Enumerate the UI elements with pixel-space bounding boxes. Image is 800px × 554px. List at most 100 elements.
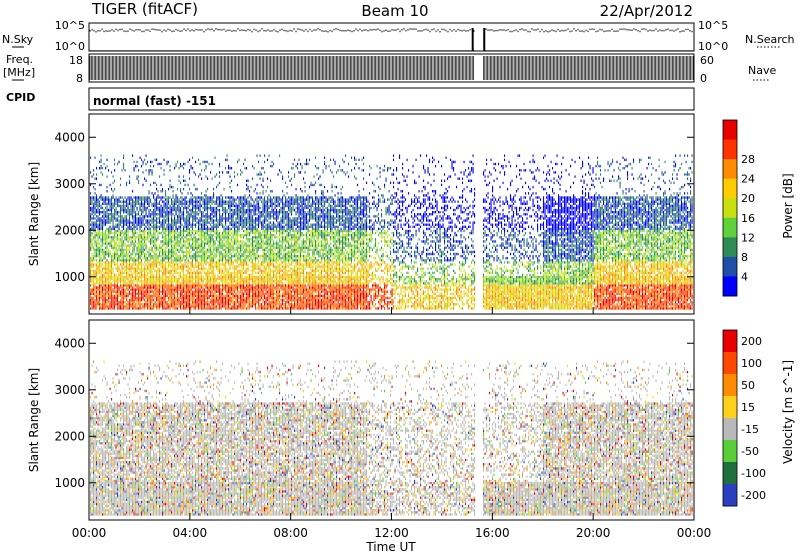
power-cell — [163, 280, 165, 283]
power-cell — [129, 244, 131, 247]
power-cell — [100, 183, 102, 187]
power-cell — [126, 305, 128, 308]
power-cell — [216, 200, 218, 203]
power-cell — [168, 286, 170, 289]
power-cell — [157, 288, 159, 291]
power-cell — [187, 200, 189, 203]
power-cell — [120, 221, 122, 224]
power-cell — [210, 292, 212, 295]
power-cell — [126, 261, 128, 264]
power-cell — [102, 198, 104, 201]
power-cell — [136, 265, 138, 268]
power-cell — [192, 225, 194, 229]
power-cell — [142, 171, 144, 174]
power-cell — [195, 238, 197, 241]
power-cell — [192, 303, 194, 306]
power-cell — [202, 198, 204, 201]
power-cell — [115, 248, 117, 252]
power-cell — [174, 219, 176, 222]
power-cell — [210, 257, 212, 260]
power-cell — [112, 305, 114, 308]
power-cell — [219, 236, 221, 239]
power-cell — [199, 208, 201, 212]
power-cell — [160, 305, 162, 308]
power-cell — [142, 198, 144, 201]
power-cell — [199, 284, 201, 287]
power-cell — [183, 238, 185, 241]
power-cell — [190, 215, 192, 218]
power-cell — [214, 286, 216, 289]
power-cell — [97, 242, 99, 245]
power-cell — [126, 244, 128, 247]
power-cell — [192, 282, 194, 285]
power-cell — [168, 196, 170, 199]
power-cell — [126, 271, 128, 275]
power-cell — [148, 294, 150, 298]
power-cell — [90, 280, 92, 283]
power-cell — [216, 210, 218, 214]
power-cell — [144, 177, 146, 180]
power-cell — [154, 192, 156, 195]
power-cell — [207, 290, 209, 293]
power-cell — [174, 206, 176, 210]
power-cell — [193, 217, 195, 220]
power-cell — [177, 215, 179, 218]
power-cell — [93, 286, 95, 289]
power-cell — [90, 265, 92, 268]
power-cell — [207, 227, 209, 231]
power-cell — [109, 261, 111, 264]
power-cell — [217, 225, 219, 229]
power-cell — [148, 263, 150, 266]
power-cell — [153, 202, 155, 205]
power-cell — [99, 246, 101, 249]
power-cell — [145, 275, 147, 279]
power-cell — [129, 259, 131, 262]
power-cell — [163, 221, 165, 224]
power-cell — [201, 217, 203, 220]
power-cell — [114, 204, 116, 208]
power-cell — [114, 303, 116, 306]
power-cell — [132, 210, 134, 214]
power-cell — [187, 261, 189, 264]
power-cell — [105, 210, 107, 214]
power-cell — [181, 164, 183, 168]
power-cell — [183, 275, 185, 279]
power-cell — [136, 196, 138, 199]
power-cell — [169, 288, 171, 291]
power-cell — [96, 244, 98, 247]
power-cell — [217, 248, 219, 252]
power-cell — [189, 204, 191, 208]
power-cell — [145, 169, 147, 172]
power-cell — [184, 219, 186, 222]
power-cell — [123, 240, 125, 243]
power-cell — [208, 267, 210, 270]
power-cell — [127, 204, 129, 208]
power-cell — [159, 284, 161, 287]
power-cell — [178, 286, 180, 289]
power-cell — [147, 273, 149, 277]
power-cell — [115, 294, 117, 298]
power-cell — [133, 238, 135, 241]
power-cell — [154, 238, 156, 241]
power-cell — [192, 292, 194, 295]
frequency-trace — [89, 56, 694, 80]
power-cell — [189, 198, 191, 201]
power-cell — [175, 242, 177, 245]
power-cell — [151, 294, 153, 298]
power-cell — [153, 277, 155, 281]
power-cell — [205, 227, 207, 231]
power-cell — [183, 280, 185, 283]
power-cell — [187, 213, 189, 216]
power-cell — [108, 307, 110, 310]
power-cell — [166, 303, 168, 306]
power-cell — [100, 271, 102, 275]
power-cell — [190, 198, 192, 201]
noise-panel: N.Sky 10^5 10^0 10^5 10^0 N.Search — [2, 19, 795, 53]
power-cell — [205, 250, 207, 254]
power-cell — [112, 204, 114, 208]
power-cell — [195, 305, 197, 308]
power-cell — [138, 271, 140, 275]
power-cell — [175, 213, 177, 216]
power-cell — [154, 242, 156, 245]
power-cell — [192, 167, 194, 170]
